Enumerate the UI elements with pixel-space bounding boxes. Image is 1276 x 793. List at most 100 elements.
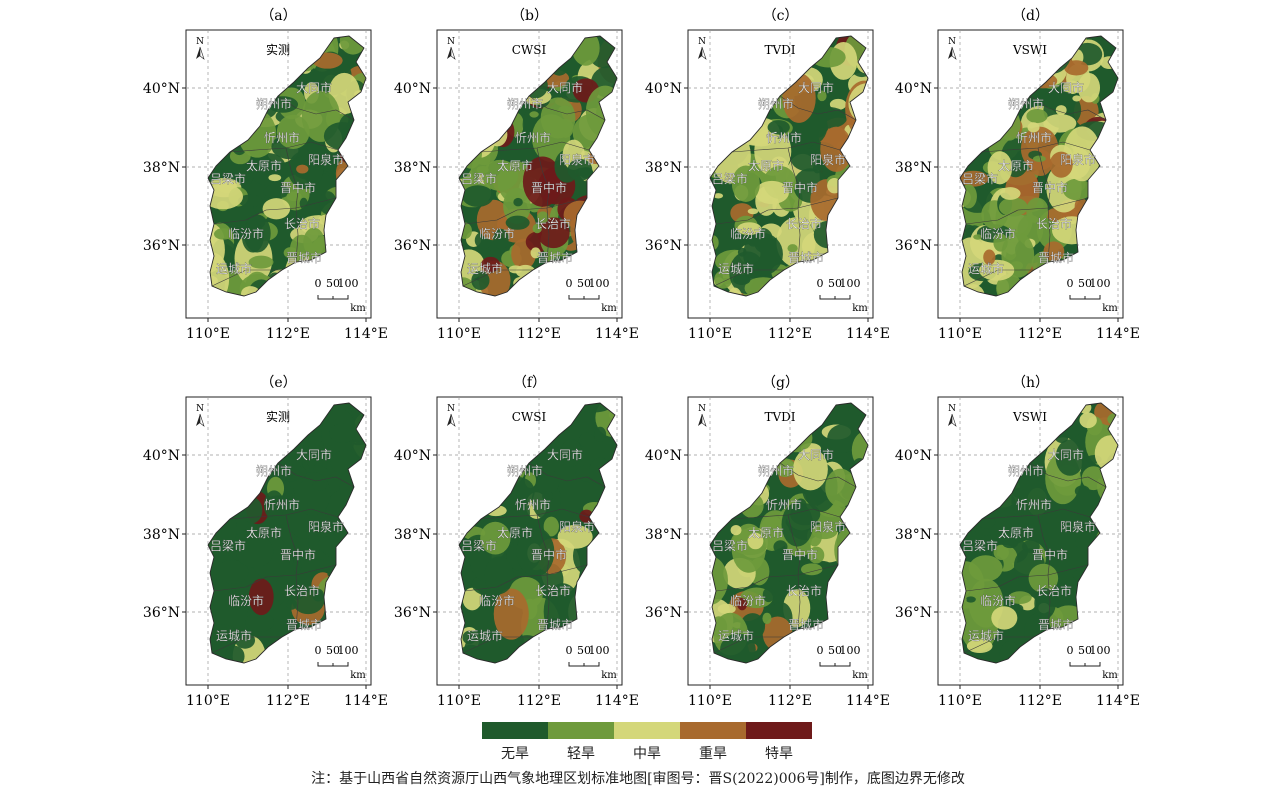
city-label: 朔州市 [1008,463,1044,478]
scale-unit: km [852,670,868,681]
panel-title: TVDI [764,410,795,424]
city-label: 临汾市 [980,593,1016,608]
lon-tick-label: 112°E [266,326,310,342]
lat-tick-label: 38°N [143,160,180,176]
city-label: 临汾市 [228,593,264,608]
city-label: 大同市 [1048,80,1084,95]
city-label: 忻州市 [264,130,300,145]
city-boundary [797,207,801,263]
city-boundary [536,147,550,209]
lon-tick-label: 110°E [186,326,230,342]
city-label: 吕梁市 [461,538,497,553]
city-label: 长治市 [786,583,822,598]
city-label: 太原市 [497,525,533,540]
scale-tick-label: 0 [315,644,322,657]
panel-title: VSWI [1012,43,1047,57]
city-label: 晋城市 [286,250,322,265]
city-boundary [462,636,533,654]
city-label: 长治市 [1036,583,1072,598]
city-label: 运城市 [467,261,503,276]
lat-tick-label: 40°N [394,81,431,97]
city-label: 吕梁市 [210,538,246,553]
city-boundary [285,514,299,576]
scale-tick-label: 50 [828,644,842,657]
city-label: 运城市 [216,628,252,643]
city-boundary [787,514,801,576]
lat-tick-label: 38°N [645,160,682,176]
lon-tick-label: 112°E [1018,693,1062,709]
city-label: 吕梁市 [712,538,748,553]
city-boundary [965,564,1089,592]
city-boundary [211,269,282,287]
scale-tick-label: 50 [577,644,591,657]
lat-tick-label: 40°N [645,448,682,464]
scale-unit: km [1102,303,1118,314]
province-outline [709,35,869,297]
panel-label: （f） [513,375,546,391]
city-label: 忻州市 [766,130,802,145]
city-boundary [213,197,337,225]
city-label: 阳泉市 [308,152,344,167]
city-label: 运城市 [718,628,754,643]
city-label: 忻州市 [264,497,300,512]
city-label: 长治市 [284,583,320,598]
city-label: 大同市 [798,80,834,95]
city-label: 大同市 [547,80,583,95]
city-label: 太原市 [246,525,282,540]
scale-unit: km [601,303,617,314]
lat-tick-label: 36°N [143,605,180,621]
lat-tick-label: 38°N [394,160,431,176]
city-label: 大同市 [1048,447,1084,462]
lon-tick-label: 114°E [846,693,890,709]
lon-tick-label: 114°E [1096,693,1140,709]
city-boundary [1037,147,1051,209]
city-label: 晋中市 [531,180,567,195]
svg-text:N: N [948,37,956,47]
province-outline [959,35,1119,297]
city-label: 临汾市 [980,226,1016,241]
city-boundary [546,574,550,630]
city-boundary [277,462,355,488]
city-label: 朔州市 [507,96,543,111]
scale-tick-label: 100 [840,644,861,657]
lon-tick-label: 110°E [437,693,481,709]
city-boundary [963,269,1034,287]
legend-swatch-light [548,722,614,739]
city-label: 晋中市 [782,180,818,195]
city-boundary [1047,574,1051,630]
city-boundary [295,207,299,263]
city-label: 太原市 [998,158,1034,173]
legend-swatch-extreme [746,722,812,739]
scale-tick-label: 0 [817,277,824,290]
panel-title: CWSI [512,43,547,57]
province-outline [959,402,1119,664]
province-outline [207,402,367,664]
city-boundary [295,574,299,630]
city-label: 晋城市 [788,250,824,265]
scale-unit: km [350,670,366,681]
city-boundary [1029,95,1107,121]
city-label: 忻州市 [515,130,551,145]
north-arrow-icon: N [698,404,707,427]
city-boundary [1029,462,1107,488]
panel-title: VSWI [1012,410,1047,424]
city-label: 阳泉市 [559,152,595,167]
city-label: 大同市 [296,447,332,462]
city-boundary [787,147,801,209]
city-label: 晋城市 [286,617,322,632]
city-label: 朔州市 [758,463,794,478]
panel-label: （e） [260,375,296,391]
lat-tick-label: 36°N [394,238,431,254]
city-label: 忻州市 [1016,130,1052,145]
lat-tick-label: 36°N [895,238,932,254]
panel-label: （d） [1012,8,1049,24]
city-label: 临汾市 [479,593,515,608]
city-label: 晋城市 [1038,250,1074,265]
city-boundary [1037,514,1051,576]
city-label: 忻州市 [766,497,802,512]
city-label: 运城市 [216,261,252,276]
city-label: 长治市 [1036,216,1072,231]
